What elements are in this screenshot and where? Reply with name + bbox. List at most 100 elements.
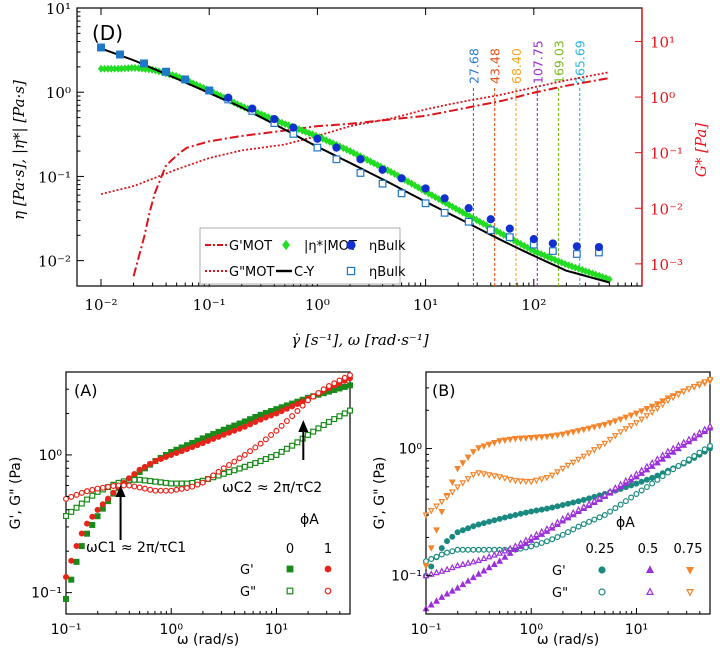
point — [638, 469, 646, 476]
point — [480, 554, 488, 562]
point — [612, 505, 619, 512]
point — [194, 442, 201, 449]
point — [464, 559, 472, 566]
point-eta-bulk-filled — [529, 235, 538, 244]
panel-a-label: (A) — [74, 381, 97, 400]
point — [231, 427, 238, 434]
point — [157, 479, 164, 486]
point-eta-bulk-filled — [378, 165, 387, 174]
point — [559, 431, 567, 439]
point — [575, 456, 582, 464]
x-tick-label: 10¹ — [413, 296, 438, 314]
point — [685, 456, 692, 463]
point-eta-star-mot — [302, 127, 309, 136]
legend-swatch — [282, 239, 290, 251]
point-eta-star-mot — [445, 200, 453, 209]
point — [632, 410, 640, 418]
point — [141, 463, 148, 470]
point — [554, 469, 561, 476]
point — [554, 432, 561, 439]
point — [331, 380, 338, 387]
point — [178, 448, 185, 455]
legend-label: G'MOT — [229, 239, 272, 254]
point-eta-bulk-open — [378, 179, 387, 188]
y-left-tick-label: 10⁰ — [46, 84, 71, 102]
point — [601, 512, 608, 519]
legend-title: ϕA — [616, 515, 635, 531]
legend-entry: ηBulk — [346, 265, 406, 280]
legend-label: G"MOT — [229, 265, 275, 280]
vline-label: 265.69 — [573, 40, 588, 84]
point — [507, 513, 514, 520]
point — [205, 433, 212, 440]
point — [538, 476, 546, 483]
point — [438, 499, 446, 506]
point — [627, 423, 635, 430]
legend-label: |η*|MOT — [304, 239, 357, 254]
point — [68, 493, 75, 500]
point — [331, 416, 338, 423]
legend-swatch — [686, 588, 694, 597]
point — [627, 473, 635, 481]
point — [289, 413, 296, 420]
point — [168, 480, 175, 487]
legend-column: 0 — [286, 542, 294, 557]
point — [632, 420, 640, 427]
legend-label: ηBulk — [369, 265, 406, 280]
panel-d-ylabel-left: η [Pa·s], |η*| [Pa·s] — [10, 80, 28, 220]
point-eta-star-mot — [306, 129, 313, 138]
point — [241, 423, 248, 430]
point — [533, 530, 540, 538]
point — [236, 465, 243, 472]
point — [84, 520, 91, 527]
point — [601, 421, 609, 429]
point — [506, 436, 514, 444]
point-eta-bulk-open — [440, 208, 449, 217]
point — [696, 381, 703, 388]
point — [659, 401, 667, 409]
legend-entry: G'MOT — [205, 239, 272, 254]
point — [94, 506, 101, 513]
point-eta-bulk-open — [332, 155, 341, 164]
point — [606, 487, 614, 495]
point — [347, 407, 354, 414]
point — [643, 462, 651, 470]
point — [486, 546, 493, 553]
point-eta-bulk-filled — [421, 184, 430, 193]
point — [157, 487, 164, 494]
point — [454, 466, 461, 473]
point — [570, 526, 577, 533]
point-eta-bulk-low — [181, 75, 190, 84]
x-tick-label: 10⁻² — [84, 296, 117, 314]
point — [548, 472, 556, 480]
legend-swatch — [286, 587, 294, 595]
point — [444, 549, 451, 556]
point — [283, 405, 290, 412]
point-eta-star-mot — [497, 228, 504, 238]
point — [62, 573, 69, 580]
point-eta-star-mot — [364, 155, 371, 164]
point — [596, 494, 603, 501]
point — [336, 413, 343, 420]
point — [659, 451, 667, 458]
point — [675, 441, 682, 449]
point — [469, 472, 477, 479]
point — [78, 530, 85, 537]
point — [580, 496, 587, 503]
point — [522, 478, 530, 486]
point-eta-bulk-open — [464, 217, 473, 226]
point — [464, 476, 472, 483]
point — [490, 560, 498, 567]
point — [522, 435, 530, 442]
point — [427, 601, 435, 608]
point — [543, 474, 551, 482]
point — [469, 449, 477, 456]
point — [622, 414, 630, 422]
point — [320, 422, 327, 429]
point — [73, 491, 80, 498]
panel-a-ylabel: G', G" (Pa) — [8, 457, 24, 530]
point — [485, 552, 493, 560]
point — [585, 499, 593, 507]
point — [210, 435, 217, 442]
point — [538, 539, 545, 546]
